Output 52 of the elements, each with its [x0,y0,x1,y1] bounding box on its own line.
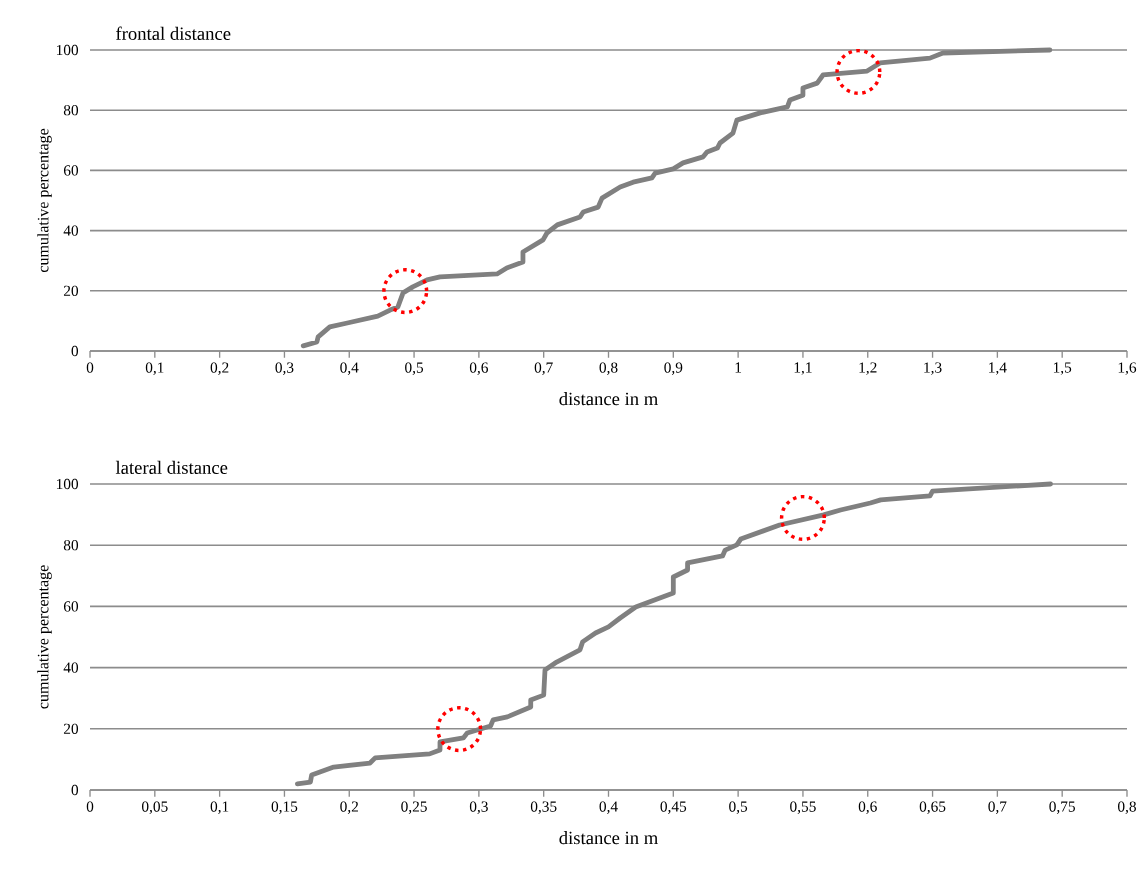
y-tick-label: 100 [56,44,79,56]
chart-title: frontal distance [116,26,231,40]
x-tick-label: 0,5 [405,362,424,375]
x-tick-label: 1,5 [1053,362,1072,375]
x-tick-label: 1,2 [859,362,877,375]
y-tick-label: 40 [63,662,79,673]
x-tick-label: 1,6 [1118,362,1137,375]
y-tick-label: 100 [56,478,79,490]
x-tick-label: 0,1 [210,801,229,814]
x-tick-label: 1,3 [924,362,942,375]
x-tick-label: 0,6 [469,362,489,375]
x-tick-label: 0,7 [988,801,1007,814]
y-tick-label: 0 [71,345,79,357]
y-tick-label: 0 [71,784,79,796]
x-tick-label: 0,65 [919,801,946,814]
x-tick-label: 0,3 [469,801,488,814]
x-tick-label: 0,75 [1049,801,1075,814]
y-tick-label: 20 [63,285,79,296]
x-tick-label: 0,4 [340,362,359,375]
x-axis-title: distance in m [559,831,658,845]
x-tick-label: 0,05 [141,801,168,814]
x-tick-label: 0,4 [599,801,618,814]
x-tick-label: 0,2 [340,801,358,814]
x-tick-label: 0,3 [275,362,294,375]
x-tick-label: 0,1 [145,362,164,375]
y-axis-title: cumulative percentage [37,128,52,273]
x-tick-label: 0,55 [790,801,816,814]
x-tick-label: 0,25 [401,801,427,814]
x-tick-label: 0,35 [530,801,557,814]
x-tick-label: 0,7 [534,362,553,375]
y-axis-title: cumulative percentage [37,565,52,709]
x-tick-label: 0,2 [210,362,229,375]
y-tick-label: 20 [63,723,79,734]
x-tick-label: 0,8 [599,362,618,375]
x-tick-label: 0,45 [660,801,687,814]
x-tick-label: 0 [86,362,94,373]
y-tick-label: 80 [63,105,79,116]
x-tick-label: 0,5 [729,801,748,814]
x-tick-label: 0,9 [664,362,683,375]
chart-title: lateral distance [115,460,228,474]
x-tick-label: 1,4 [989,362,1007,375]
y-tick-label: 40 [63,225,79,236]
y-tick-label: 60 [63,165,79,176]
x-tick-label: 1,1 [794,362,812,375]
x-tick-label: 0 [86,801,94,812]
x-tick-label: 1 [735,362,742,373]
x-tick-label: 0,15 [271,801,298,814]
x-tick-label: 0,8 [1118,801,1136,814]
y-tick-label: 60 [63,601,79,612]
x-axis-title: distance in m [559,392,658,406]
y-tick-label: 80 [63,540,79,551]
x-tick-label: 0,6 [858,801,877,814]
